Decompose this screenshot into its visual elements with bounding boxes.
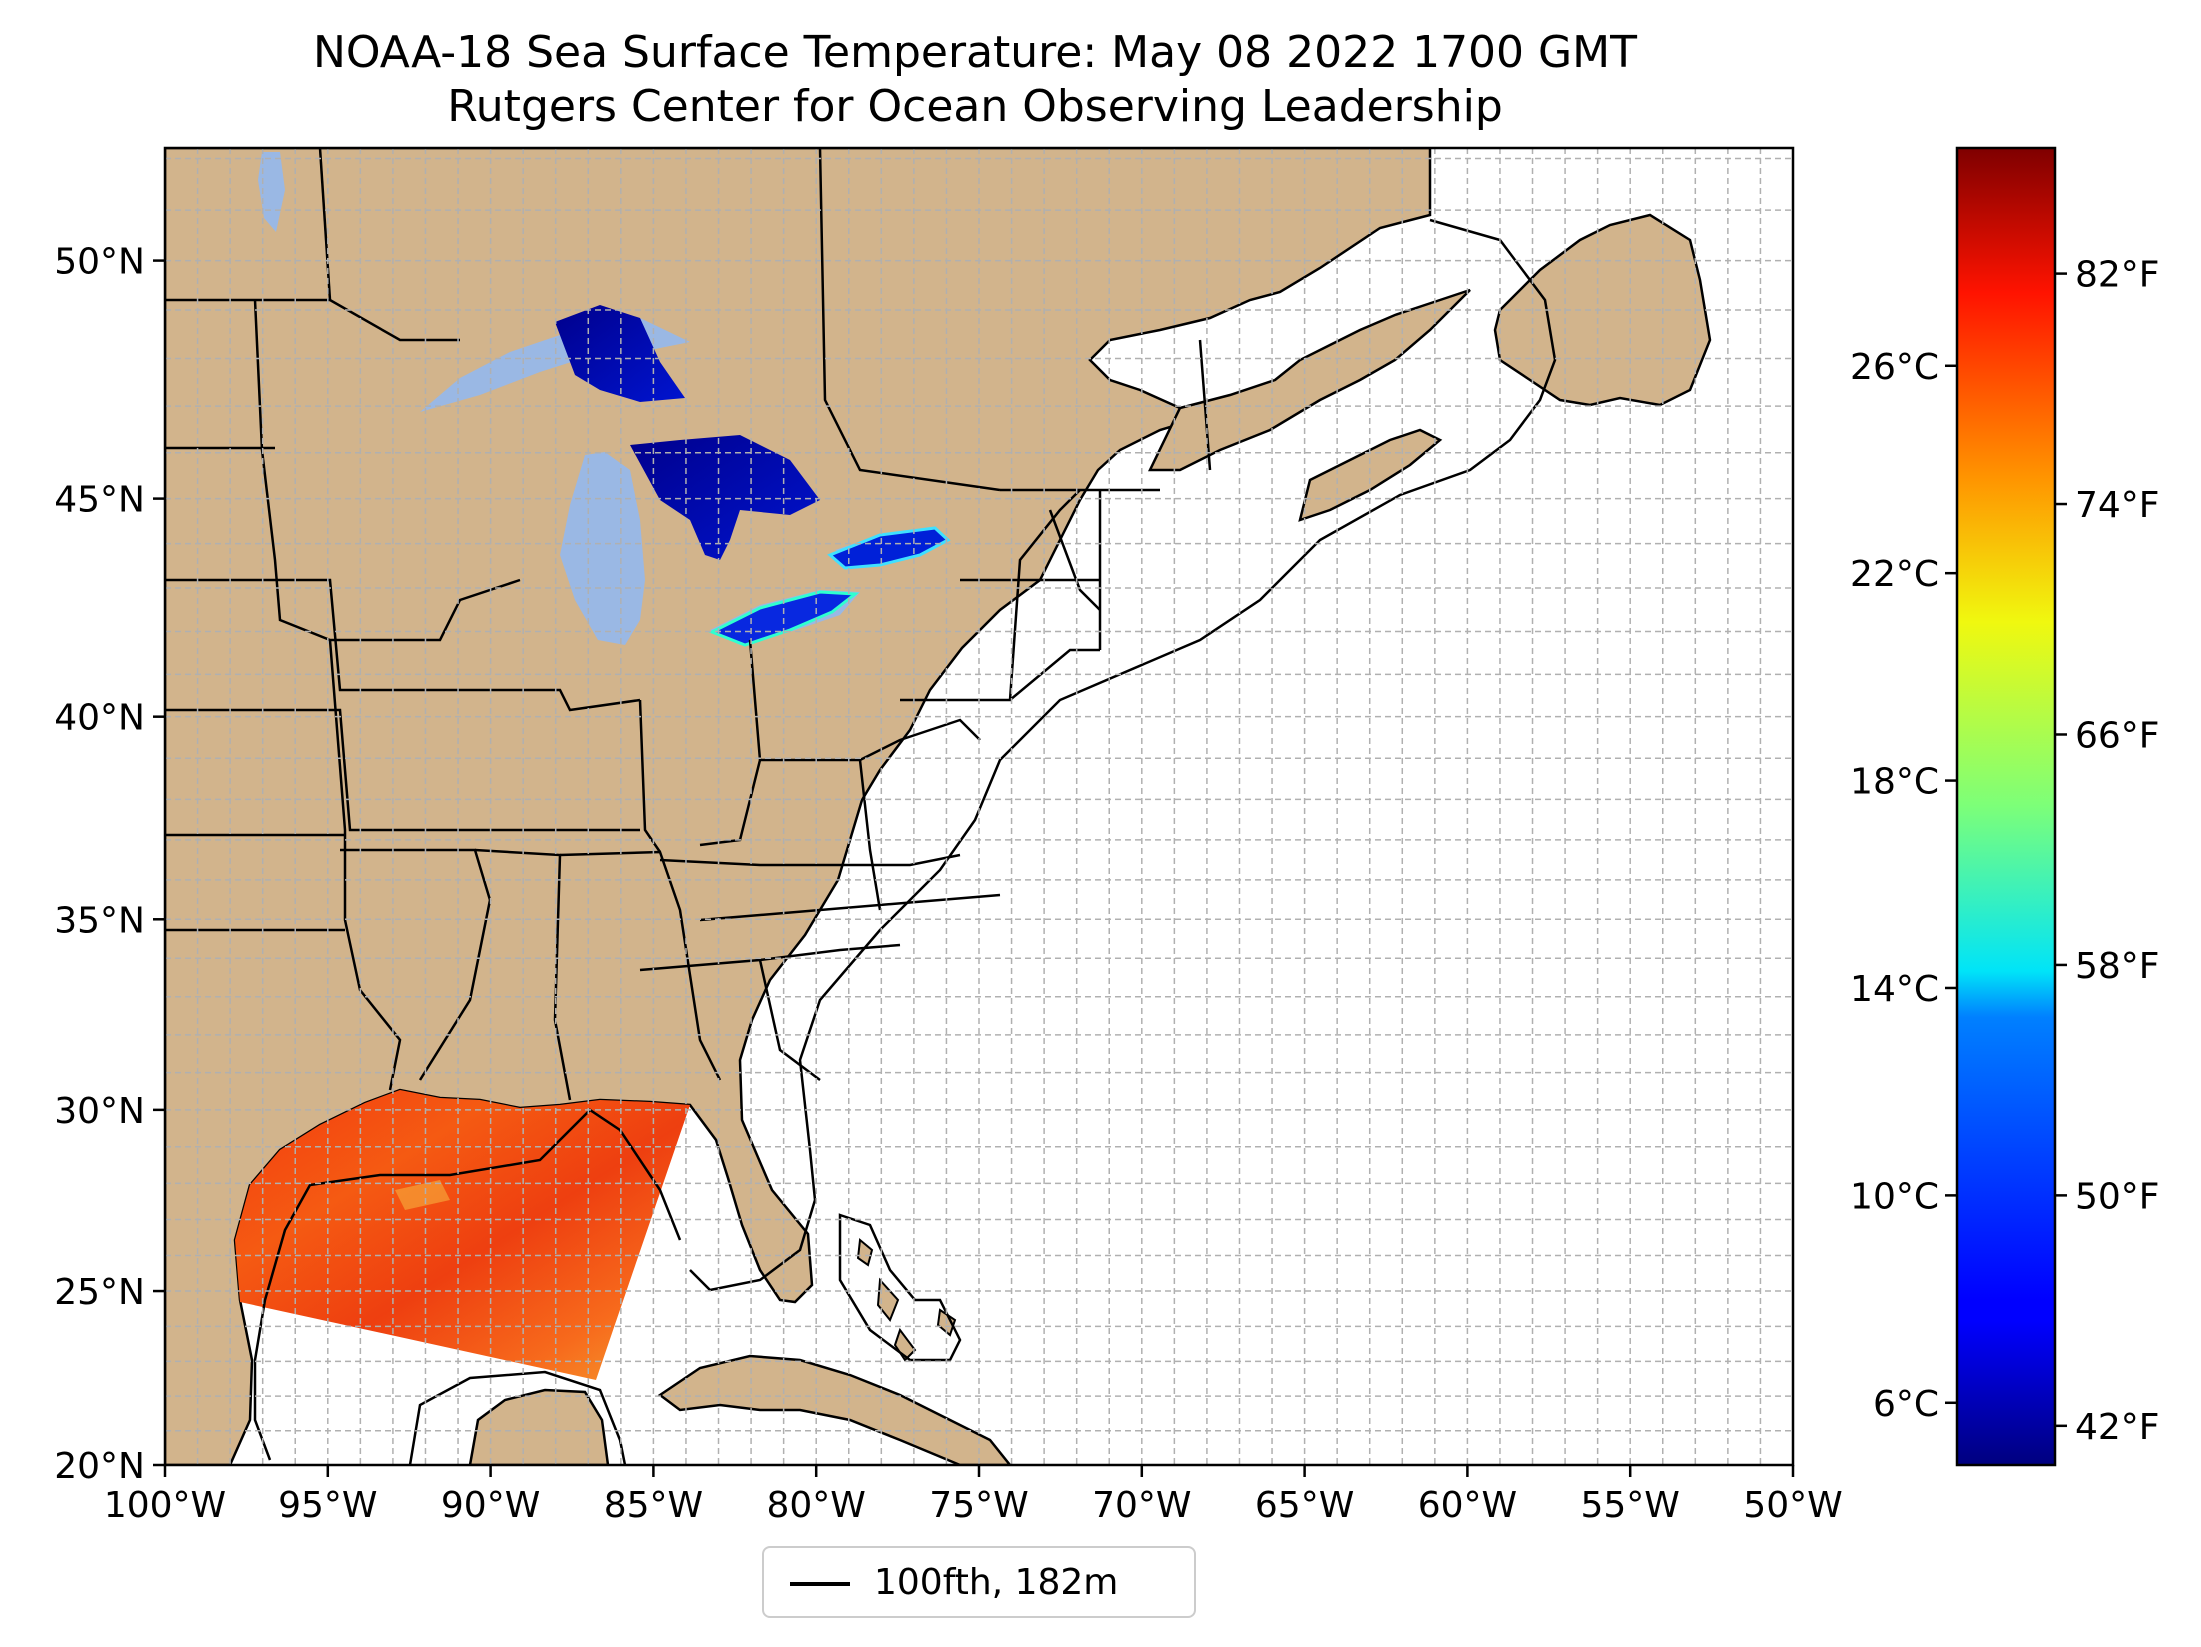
contour-100fth-yucatan [408,1370,627,1465]
longitude-tick-label: 60°W [1418,1485,1517,1526]
colorbar-fahrenheit-tick-label: 66°F [2075,715,2160,756]
title: NOAA-18 Sea Surface Temperature: May 08 … [313,27,1637,78]
contour-100fth-bahamas [838,1213,962,1362]
land-yucatan [468,1388,610,1465]
latitude-tick-label: 25°N [54,1272,145,1313]
longitude-tick-label: 95°W [278,1485,377,1526]
sst-swath-gulf [235,1090,690,1380]
longitude-tick-label: 75°W [929,1485,1028,1526]
latitude-tick-label: 45°N [54,480,145,521]
latitude-tick-label: 20°N [54,1446,145,1487]
political-borders [165,148,1212,1101]
colorbar-celsius-axis: 6°C 10°C 14°C 18°C 22°C 26°C [1850,347,1957,1425]
lake-michigan-light [560,452,645,645]
colorbar-fahrenheit-tick-label: 50°F [2075,1176,2160,1217]
colorbar-fahrenheit-axis: 42°F 50°F 58°F 66°F 74°F 82°F [2055,255,2160,1448]
latitude-tick-label: 40°N [54,698,145,739]
colorbar-celsius-tick-label: 6°C [1873,1384,1939,1425]
colorbar-celsius-tick-label: 22°C [1850,554,1939,595]
longitude-axis: 100°W 95°W 90°W 85°W 80°W 75°W 70°W 65°W 60°W 55°… [104,1465,1843,1526]
longitude-tick-label: 100°W [104,1485,226,1526]
subtitle: Rutgers Center for Ocean Observing Leade… [447,81,1503,132]
longitude-tick-label: 70°W [1092,1485,1191,1526]
legend-label: 100fth, 182m [874,1562,1119,1603]
longitude-tick-label: 85°W [604,1485,703,1526]
colorbar-celsius-tick-label: 14°C [1850,969,1939,1010]
latitude-tick-label: 30°N [54,1091,145,1132]
contour-100fth-east [689,218,1557,1292]
latitude-tick-label: 50°N [54,242,145,283]
land-bahamas [856,1238,957,1362]
longitude-tick-label: 65°W [1255,1485,1354,1526]
legend: 100fth, 182m [762,1546,1196,1618]
colorbar-fahrenheit-tick-label: 82°F [2075,255,2160,296]
colorbar-fahrenheit-tick-label: 58°F [2075,946,2160,987]
colorbar-celsius-tick-label: 10°C [1850,1176,1939,1217]
contour-100fth-gulf [253,1108,682,1461]
longitude-tick-label: 90°W [441,1485,540,1526]
colorbar-celsius-tick-label: 18°C [1850,762,1939,803]
lake-winnipeg-light [258,152,285,232]
sst-warm-streak [395,1180,450,1210]
colorbar-celsius-tick-label: 26°C [1850,347,1939,388]
latitude-tick-label: 35°N [54,900,145,941]
colorbar-fahrenheit-tick-label: 74°F [2075,485,2160,526]
colorbar-fahrenheit-tick-label: 42°F [2075,1407,2160,1448]
land-newfoundland [1493,213,1712,407]
lake-huron-sst [630,435,820,560]
legend-line-swatch [790,1582,850,1586]
longitude-tick-label: 80°W [766,1485,865,1526]
latitude-axis: 20°N 25°N 30°N 35°N 40°N 45°N 50°N [54,242,165,1487]
longitude-tick-label: 55°W [1580,1485,1679,1526]
graticule [165,148,1793,1465]
lake-ontario-sst [827,526,951,570]
map-area [165,148,1793,1465]
longitude-tick-label: 50°W [1743,1485,1842,1526]
colorbar [1955,146,2057,1467]
lake-superior-sst [555,305,685,402]
